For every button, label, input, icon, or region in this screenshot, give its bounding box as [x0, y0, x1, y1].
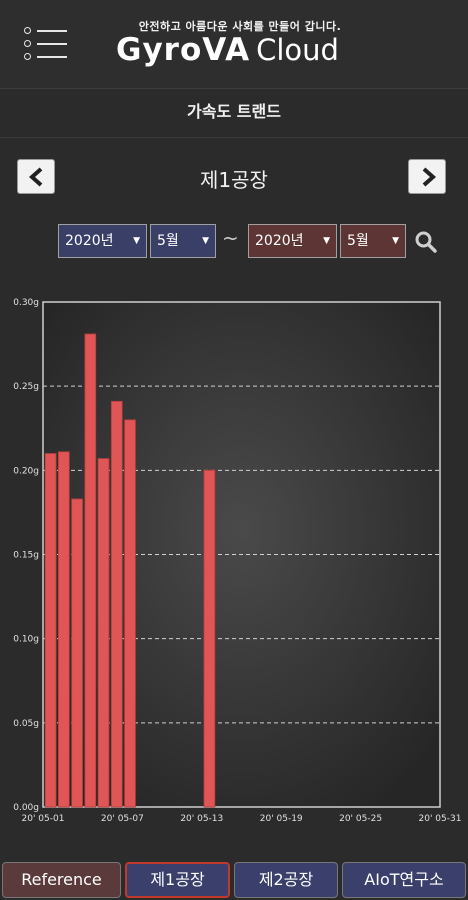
- chevron-down-icon: ▼: [133, 236, 140, 246]
- chevron-down-icon: ▼: [202, 236, 209, 246]
- bar-2020-05-13[interactable]: [203, 469, 216, 808]
- y-tick-label: 0.20g: [13, 466, 39, 476]
- bar-2020-05-02[interactable]: [58, 451, 70, 808]
- bar-2020-05-03[interactable]: [71, 498, 83, 808]
- page-title: 가속도 트랜드: [0, 89, 468, 138]
- end-year-value: 2020년: [255, 233, 304, 249]
- x-tick-label: 20' 05-13: [180, 814, 223, 824]
- start-year-select[interactable]: 2020년 ▼: [58, 224, 147, 258]
- factory-tabs: Reference 제1공장 제2공장 AIoT연구소: [0, 862, 468, 900]
- x-tick-label: 20' 05-25: [339, 814, 382, 824]
- bar-2020-05-07[interactable]: [124, 419, 136, 808]
- y-tick-label: 0.10g: [13, 635, 39, 645]
- bar-2020-05-06[interactable]: [110, 400, 123, 808]
- y-tick-label: 0.30g: [13, 298, 39, 308]
- y-tick-label: 0.15g: [13, 551, 39, 561]
- logo: GyroVA Cloud: [116, 32, 356, 72]
- chevron-left-icon: [28, 167, 43, 187]
- logo-cloud: Cloud: [256, 33, 339, 67]
- logo-brand: GyroVA: [116, 32, 251, 68]
- tab-reference[interactable]: Reference: [2, 862, 121, 898]
- x-tick-label: 20' 05-19: [260, 814, 303, 824]
- bar-2020-05-05[interactable]: [97, 458, 110, 808]
- bar-2020-05-04[interactable]: [84, 333, 97, 808]
- tab-factory-1[interactable]: 제1공장: [125, 862, 230, 898]
- chevron-down-icon: ▼: [392, 236, 399, 246]
- prev-factory-button[interactable]: [17, 159, 55, 194]
- start-year-value: 2020년: [65, 233, 114, 249]
- search-icon: [415, 231, 437, 253]
- end-year-select[interactable]: 2020년 ▼: [248, 224, 337, 258]
- x-tick-label: 20' 05-07: [101, 814, 144, 824]
- chevron-right-icon: [422, 167, 437, 187]
- start-month-select[interactable]: 5월 ▼: [150, 224, 216, 258]
- date-range-separator: ~: [222, 226, 239, 250]
- y-tick-label: 0.00g: [13, 803, 39, 813]
- menu-icon[interactable]: [24, 27, 68, 63]
- tab-factory-2[interactable]: 제2공장: [234, 862, 338, 898]
- acceleration-chart: 0.00g 0.05g 0.10g 0.15g 0.20g 0.25g 0.30g 20' …: [0, 285, 468, 830]
- app-header: 안전하고 아름다운 사회를 만들어 갑니다. GyroVA Cloud: [0, 0, 468, 89]
- chart-svg: 0.00g 0.05g 0.10g 0.15g 0.20g 0.25g 0.30g 20' …: [13, 298, 462, 824]
- x-tick-label: 20' 05-31: [419, 814, 462, 824]
- y-tick-label: 0.05g: [13, 719, 39, 729]
- y-tick-label: 0.25g: [13, 382, 39, 392]
- bar-2020-05-01[interactable]: [44, 453, 57, 808]
- tab-aiot-lab[interactable]: AIoT연구소: [342, 862, 466, 898]
- search-button[interactable]: [414, 230, 438, 254]
- x-tick-label: 20' 05-01: [22, 814, 65, 824]
- factory-title: 제1공장: [200, 168, 268, 192]
- end-month-value: 5월: [347, 233, 369, 249]
- start-month-value: 5월: [157, 233, 179, 249]
- end-month-select[interactable]: 5월 ▼: [340, 224, 406, 258]
- next-factory-button[interactable]: [408, 159, 446, 194]
- chevron-down-icon: ▼: [323, 236, 330, 246]
- tagline: 안전하고 아름다운 사회를 만들어 갑니다.: [138, 20, 342, 33]
